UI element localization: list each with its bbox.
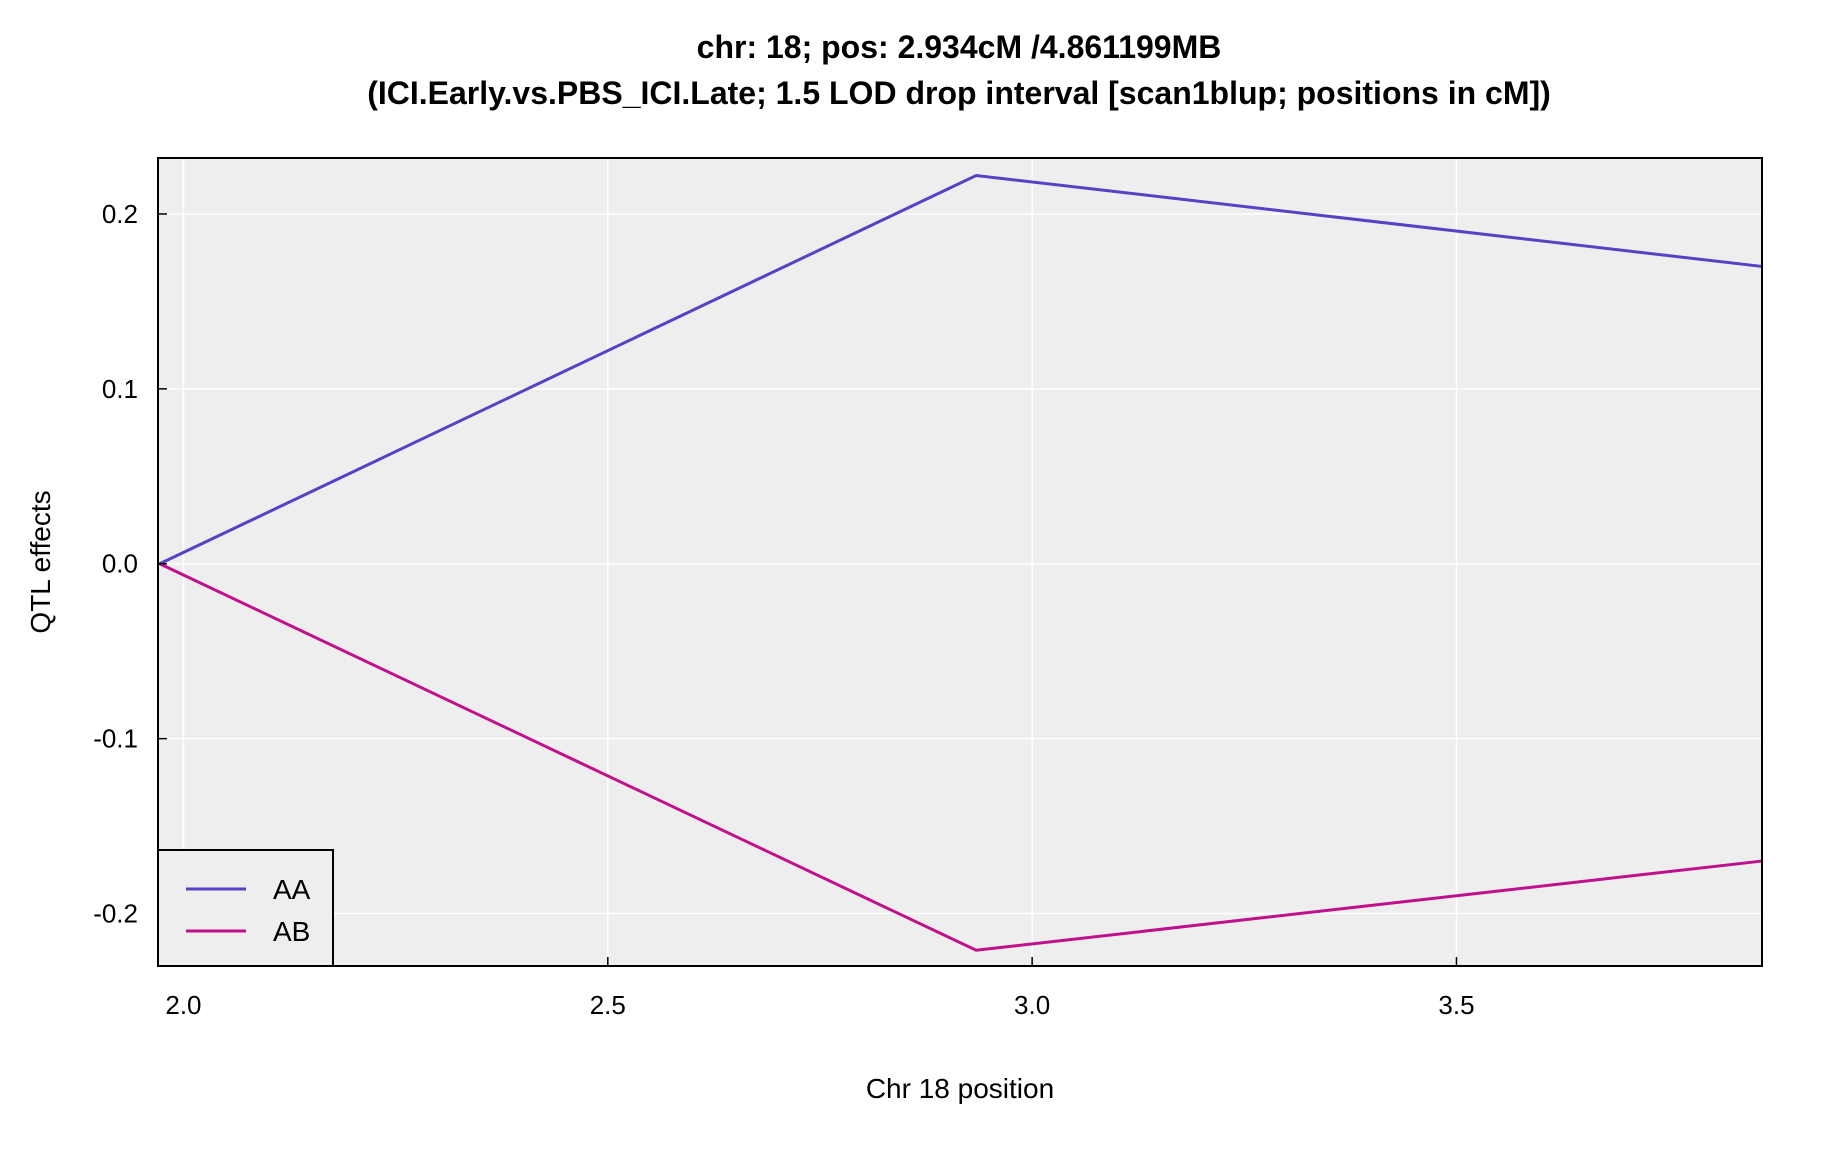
legend: AA AB	[157, 849, 334, 967]
legend-label-ab: AB	[273, 916, 310, 947]
x-tick-label: 3.5	[1438, 990, 1474, 1020]
y-tick-label: 0.1	[102, 374, 138, 404]
y-axis-label: QTL effects	[25, 490, 56, 633]
legend-box	[157, 849, 334, 967]
x-tick-label: 2.5	[590, 990, 626, 1020]
chart-title-line1: chr: 18; pos: 2.934cM /4.861199MB	[697, 29, 1222, 65]
y-axis-ticks: -0.2 -0.1 0.0 0.1 0.2	[93, 199, 167, 929]
grid-lines	[158, 158, 1762, 966]
y-tick-label: 0.2	[102, 199, 138, 229]
series-layer	[159, 173, 1763, 952]
x-axis-label: Chr 18 position	[866, 1073, 1054, 1104]
series-line-aa	[159, 173, 1763, 566]
plot-border	[157, 157, 1763, 967]
x-tick-label: 3.0	[1014, 990, 1050, 1020]
plot-area	[158, 158, 1762, 966]
y-tick-label: 0.0	[102, 549, 138, 579]
series-line-ab	[159, 562, 1763, 952]
legend-label-aa: AA	[273, 874, 311, 905]
y-tick-label: -0.1	[93, 724, 138, 754]
x-tick-label: 2.0	[165, 990, 201, 1020]
chart-title-line2: (ICI.Early.vs.PBS_ICI.Late; 1.5 LOD drop…	[367, 75, 1551, 111]
y-tick-label: -0.2	[93, 899, 138, 929]
